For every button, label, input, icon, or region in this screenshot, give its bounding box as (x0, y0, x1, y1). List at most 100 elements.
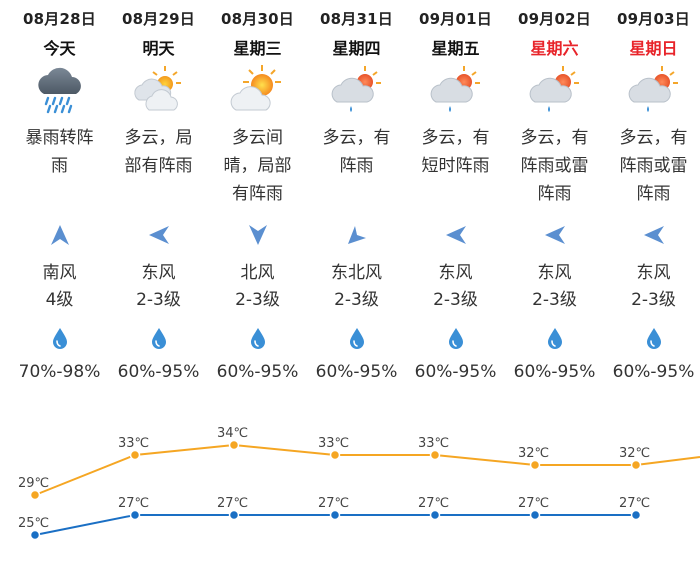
high-temp-label: 33℃ (318, 436, 349, 451)
description-line: 阵雨 (339, 156, 374, 176)
description-line: 多云，有 (520, 128, 589, 148)
wind-direction: 东风 (438, 263, 473, 283)
wind-direction: 东风 (636, 263, 671, 283)
west-arrow-icon (542, 222, 568, 248)
day-of-week-label: 星期五 (431, 39, 480, 58)
date-label: 08月31日 (320, 10, 393, 28)
forecast-day: 09月03日 星期日 多云，有 阵雨或雷 阵雨 东风 2-3级 60%-95% (604, 0, 700, 400)
low-temp-label: 27℃ (118, 496, 149, 511)
sun-cloud-rain-icon (129, 64, 189, 116)
high-temp-label: 29℃ (18, 476, 49, 491)
description-line: 阵雨 (537, 184, 572, 204)
high-temp-point (529, 459, 541, 471)
humidity-range: 60%-95% (117, 362, 200, 382)
forecast-day: 08月31日 星期四 多云，有 阵雨 东北风 2-3级 60%-95% (307, 0, 406, 400)
weather-description: 暴雨转阵雨 (14, 124, 105, 180)
forecast-columns: 08月28日 今天 暴雨转阵雨 南风 4级 70%-98% 08月29日 明天 … (10, 0, 700, 400)
humidity-drop-icon (150, 326, 168, 350)
description-line: 阵雨 (636, 184, 671, 204)
wind-level: 2-3级 (334, 290, 379, 310)
weather-description: 多云，局部有阵雨 (113, 124, 204, 180)
high-temp-label: 32℃ (518, 446, 549, 461)
description-line: 多云，有 (619, 128, 688, 148)
high-temp-label: 33℃ (418, 436, 449, 451)
low-temp-point (129, 509, 141, 521)
wind-level: 2-3级 (631, 290, 676, 310)
date-label: 08月29日 (122, 10, 195, 28)
partly-sunny-icon (228, 64, 288, 116)
humidity-drop-icon (249, 326, 267, 350)
humidity-drop-icon (447, 326, 465, 350)
humidity-drop-icon (348, 326, 366, 350)
forecast-day: 09月01日 星期五 多云，有短时阵雨 东风 2-3级 60%-95% (406, 0, 505, 400)
forecast-day: 08月29日 明天 多云，局部有阵雨 东风 2-3级 60%-95% (109, 0, 208, 400)
date-label: 08月30日 (221, 10, 294, 28)
humidity-drop-icon (645, 326, 663, 350)
wind-level: 2-3级 (136, 290, 181, 310)
sun-cloud-shower-icon (426, 64, 486, 116)
date-label: 09月01日 (419, 10, 492, 28)
low-temp-point (228, 509, 240, 521)
day-of-week-label: 星期三 (233, 39, 282, 58)
description-line: 短时阵雨 (421, 156, 490, 176)
description-line: 部有阵雨 (124, 156, 193, 176)
high-temp-point (29, 489, 41, 501)
description-line: 暴雨转阵 (25, 128, 94, 148)
west-arrow-icon (641, 222, 667, 248)
weather-description: 多云，有阵雨或雷阵雨 (608, 124, 699, 208)
description-line: 阵雨或雷 (619, 156, 688, 176)
high-temp-point (129, 449, 141, 461)
high-temp-label: 32℃ (619, 446, 650, 461)
day-of-week-label: 明天 (142, 39, 175, 58)
weather-description: 多云，有 阵雨或雷 阵雨 (509, 124, 600, 208)
day-of-week-label: 星期六 (530, 39, 579, 58)
wind-level: 2-3级 (532, 290, 577, 310)
day-of-week-label: 星期四 (332, 39, 381, 58)
low-temp-label: 27℃ (518, 496, 549, 511)
low-temp-point (329, 509, 341, 521)
humidity-range: 60%-95% (612, 362, 695, 382)
wind-level: 2-3级 (235, 290, 280, 310)
humidity-drop-icon (546, 326, 564, 350)
humidity-range: 70%-98% (18, 362, 101, 382)
low-temp-label: 25℃ (18, 516, 49, 531)
description-line: 多云，局 (124, 128, 193, 148)
forecast-day: 09月02日 星期六 多云，有 阵雨或雷 阵雨 东风 2-3级 60%-95% (505, 0, 604, 400)
wind-direction: 东北风 (331, 263, 382, 283)
low-temp-point (529, 509, 541, 521)
forecast-day: 08月28日 今天 暴雨转阵雨 南风 4级 70%-98% (10, 0, 109, 400)
sun-cloud-shower-icon (327, 64, 387, 116)
wind-level: 4级 (45, 290, 74, 310)
description-line: 有阵雨 (232, 184, 283, 204)
low-temp-point (429, 509, 441, 521)
sun-cloud-shower-icon (624, 64, 684, 116)
wind-direction: 东风 (537, 263, 572, 283)
weather-description: 多云间晴，局部有阵雨 (212, 124, 303, 208)
description-line: 晴，局部 (223, 156, 292, 176)
wind-level: 2-3级 (433, 290, 478, 310)
wind-direction: 东风 (141, 263, 176, 283)
weather-description: 多云，有 阵雨 (311, 124, 402, 180)
forecast-day: 08月30日 星期三 多云间晴，局部有阵雨 北风 2-3级 60%-95% (208, 0, 307, 400)
high-temp-label: 33℃ (118, 436, 149, 451)
wind-direction: 南风 (42, 263, 77, 283)
description-line: 多云间 (232, 128, 283, 148)
west-arrow-icon (443, 222, 469, 248)
north-arrow-icon (47, 222, 73, 248)
southwest-arrow-icon (344, 222, 370, 248)
south-arrow-icon (245, 222, 271, 248)
description-line: 多云，有 (421, 128, 490, 148)
high-temp-point (228, 439, 240, 451)
low-temp-label: 27℃ (318, 496, 349, 511)
humidity-range: 60%-95% (513, 362, 596, 382)
date-label: 09月02日 (518, 10, 591, 28)
day-of-week-label: 今天 (43, 39, 76, 58)
low-temp-point (29, 529, 41, 541)
low-temp-label: 27℃ (418, 496, 449, 511)
high-temp-point (329, 449, 341, 461)
humidity-drop-icon (51, 326, 69, 350)
humidity-range: 60%-95% (216, 362, 299, 382)
humidity-range: 60%-95% (414, 362, 497, 382)
wind-direction: 北风 (240, 263, 275, 283)
date-label: 08月28日 (23, 10, 96, 28)
